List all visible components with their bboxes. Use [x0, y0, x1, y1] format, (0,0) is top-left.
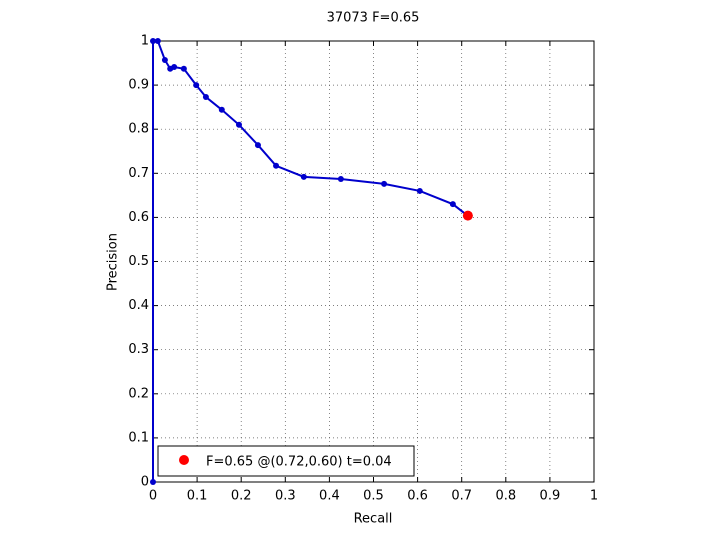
x-tick-label: 0.1	[187, 489, 208, 504]
data-point	[462, 210, 473, 221]
legend-marker	[179, 455, 189, 465]
data-point	[254, 142, 261, 149]
y-tick-label: 0.2	[128, 386, 149, 401]
data-point	[273, 162, 280, 169]
data-point	[150, 479, 156, 485]
x-tick-label: 0.5	[363, 489, 384, 504]
x-tick-label: 0.7	[451, 489, 472, 504]
x-tick-label: 0.3	[275, 489, 296, 504]
y-tick-label: 0.3	[128, 342, 149, 357]
data-point	[161, 56, 168, 63]
legend-box	[157, 445, 415, 477]
data-point	[381, 180, 388, 187]
y-tick-label: 0.6	[128, 210, 149, 225]
legend-label: F=0.65 @(0.72,0.60) t=0.04	[206, 455, 392, 470]
y-tick-label: 0.4	[128, 298, 149, 313]
x-tick-label: 0.4	[319, 489, 340, 504]
y-tick-label: 1	[141, 34, 149, 49]
data-point	[337, 176, 344, 183]
x-tick-label: 0.6	[407, 489, 428, 504]
y-axis-label: Precision	[106, 233, 121, 291]
data-point	[416, 187, 423, 194]
x-tick-label: 1	[590, 489, 598, 504]
data-point	[202, 94, 209, 101]
x-axis-label: Recall	[354, 512, 393, 527]
y-tick-label: 0	[141, 475, 149, 490]
x-tick-label: 0.9	[540, 489, 561, 504]
data-point	[171, 64, 178, 71]
x-tick-label: 0	[149, 489, 157, 504]
chart-title: 37073 F=0.65	[327, 11, 420, 26]
data-point	[235, 121, 242, 128]
data-point	[154, 38, 161, 44]
y-tick-label: 0.9	[128, 78, 149, 93]
y-tick-label: 0.5	[128, 254, 149, 269]
x-tick-label: 0.2	[231, 489, 252, 504]
y-tick-label: 0.7	[128, 166, 149, 181]
data-point	[449, 201, 456, 208]
data-point	[150, 38, 156, 44]
data-point	[180, 65, 187, 72]
x-tick-label: 0.8	[495, 489, 516, 504]
y-tick-label: 0.8	[128, 122, 149, 137]
data-point	[193, 82, 200, 89]
data-point	[218, 106, 225, 113]
y-tick-label: 0.1	[128, 430, 149, 445]
data-point	[300, 173, 307, 180]
